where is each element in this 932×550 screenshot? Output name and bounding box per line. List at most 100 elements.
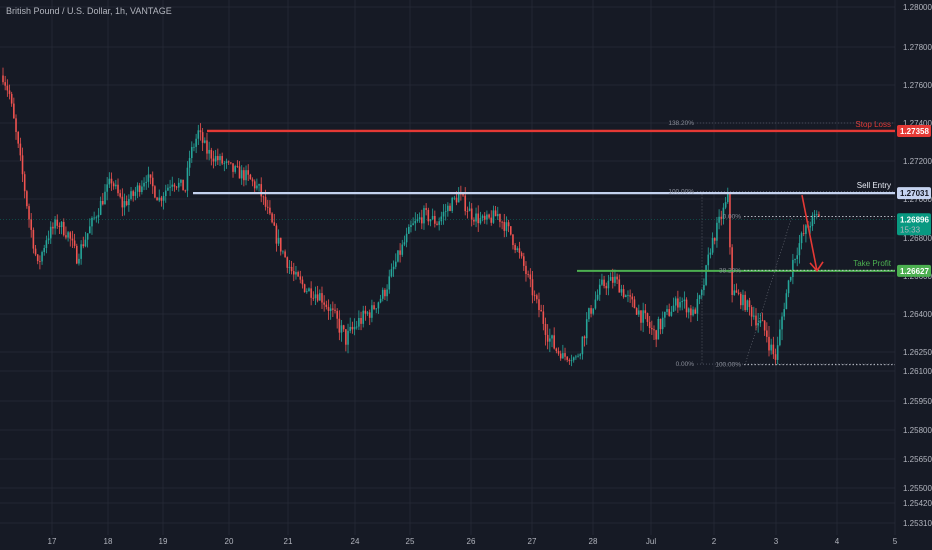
candle-body[interactable] [768, 336, 770, 351]
candle-body[interactable] [371, 305, 373, 318]
candle-body[interactable] [312, 297, 315, 299]
candle-body[interactable] [557, 351, 560, 354]
candle-body[interactable] [10, 93, 13, 104]
candle-body[interactable] [709, 252, 712, 255]
candle-body[interactable] [190, 147, 193, 159]
candle-body[interactable] [798, 243, 801, 256]
candle-body[interactable] [642, 310, 644, 323]
candle-body[interactable] [494, 210, 497, 217]
candle-body[interactable] [483, 215, 486, 220]
candle-body[interactable] [162, 196, 165, 201]
candle-body[interactable] [316, 294, 319, 301]
candle-body[interactable] [67, 232, 69, 238]
candle-body[interactable] [247, 170, 250, 175]
candle-body[interactable] [366, 312, 369, 314]
candle-body[interactable] [516, 248, 519, 251]
candle-body[interactable] [121, 196, 124, 208]
candle-body[interactable] [462, 194, 464, 196]
candle-body[interactable] [143, 182, 145, 187]
candle-body[interactable] [119, 193, 121, 197]
candle-body[interactable] [95, 217, 98, 219]
candle-body[interactable] [80, 244, 82, 259]
candle-body[interactable] [453, 197, 456, 199]
candle-body[interactable] [160, 197, 163, 201]
candle-body[interactable] [364, 310, 367, 314]
candle-body[interactable] [661, 317, 664, 330]
candle-body[interactable] [442, 211, 445, 217]
candle-body[interactable] [84, 239, 87, 247]
candle-body[interactable] [6, 85, 9, 91]
candle-body[interactable] [523, 256, 525, 266]
candle-body[interactable] [99, 200, 102, 215]
candle-body[interactable] [394, 261, 397, 267]
candle-body[interactable] [605, 286, 608, 289]
candle-body[interactable] [388, 276, 391, 290]
candle-body[interactable] [407, 226, 410, 234]
candle-body[interactable] [740, 293, 742, 306]
candle-body[interactable] [405, 233, 408, 243]
candle-body[interactable] [698, 295, 701, 299]
candle-body[interactable] [301, 279, 304, 285]
candle-body[interactable] [69, 232, 72, 239]
candle-body[interactable] [147, 174, 150, 182]
candle-body[interactable] [351, 326, 354, 330]
candle-body[interactable] [733, 290, 736, 295]
candle-body[interactable] [679, 302, 681, 308]
candle-body[interactable] [236, 166, 239, 167]
candle-body[interactable] [418, 217, 421, 219]
candle-body[interactable] [520, 252, 523, 257]
candle-body[interactable] [115, 184, 117, 187]
candle-body[interactable] [640, 310, 642, 323]
candle-body[interactable] [677, 298, 679, 308]
candle-body[interactable] [340, 325, 343, 333]
candle-body[interactable] [260, 184, 263, 197]
candle-body[interactable] [624, 295, 627, 298]
candle-body[interactable] [772, 344, 775, 355]
candle-body[interactable] [184, 190, 187, 192]
candle-body[interactable] [52, 226, 54, 229]
candle-body[interactable] [761, 320, 764, 322]
candle-body[interactable] [466, 211, 469, 212]
candle-body[interactable] [423, 208, 425, 224]
candle-body[interactable] [590, 308, 592, 314]
candle-body[interactable] [399, 250, 401, 255]
candle-body[interactable] [134, 191, 137, 196]
candle-body[interactable] [444, 211, 447, 213]
candle-body[interactable] [286, 257, 289, 268]
candle-body[interactable] [397, 250, 399, 262]
candle-body[interactable] [266, 206, 269, 208]
candle-body[interactable] [410, 225, 412, 227]
candle-body[interactable] [687, 308, 690, 313]
candle-body[interactable] [742, 294, 744, 306]
candle-body[interactable] [568, 359, 571, 362]
candle-body[interactable] [288, 266, 291, 268]
candle-body[interactable] [603, 279, 605, 287]
candle-body[interactable] [755, 315, 757, 326]
candle-body[interactable] [690, 308, 692, 316]
candle-body[interactable] [750, 307, 753, 317]
candle-body[interactable] [789, 277, 792, 281]
candle-body[interactable] [173, 184, 176, 187]
candle-body[interactable] [440, 216, 443, 222]
candle-body[interactable] [201, 132, 204, 143]
candle-body[interactable] [579, 354, 582, 356]
candle-body[interactable] [518, 248, 521, 253]
candle-body[interactable] [622, 289, 625, 298]
candle-body[interactable] [223, 162, 226, 164]
candle-body[interactable] [724, 202, 727, 208]
candle-body[interactable] [479, 218, 482, 224]
candle-body[interactable] [342, 325, 345, 330]
candle-body[interactable] [325, 304, 328, 307]
candle-body[interactable] [431, 215, 434, 220]
candle-body[interactable] [41, 252, 43, 262]
candle-body[interactable] [78, 258, 80, 264]
candle-body[interactable] [212, 158, 215, 162]
candle-body[interactable] [481, 215, 484, 219]
candle-body[interactable] [551, 335, 553, 339]
candle-body[interactable] [542, 311, 545, 324]
candle-body[interactable] [234, 166, 236, 172]
candle-body[interactable] [62, 221, 65, 236]
candle-body[interactable] [577, 355, 579, 357]
candle-body[interactable] [503, 221, 506, 231]
candle-body[interactable] [722, 207, 725, 219]
